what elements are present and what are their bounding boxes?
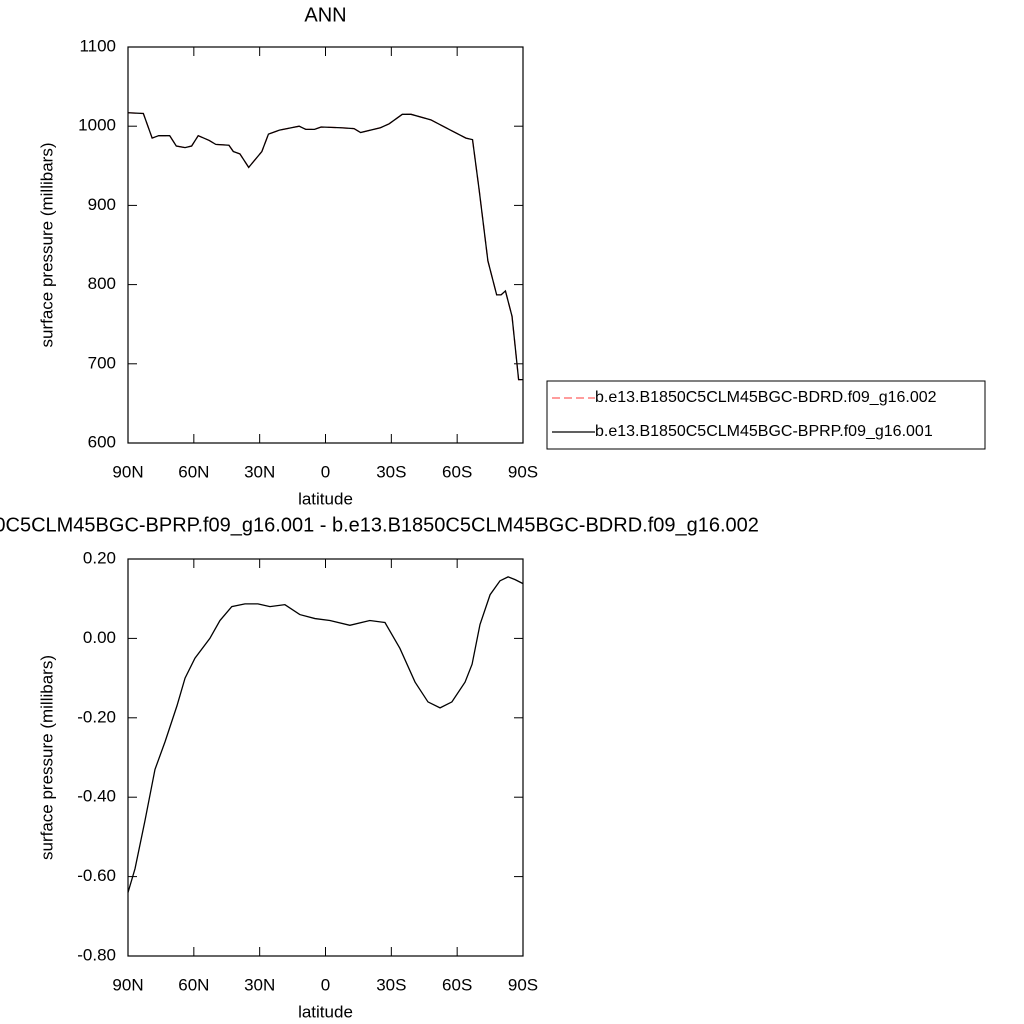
y-tick-label: 1100 bbox=[79, 36, 116, 55]
x-tick-label: 60N bbox=[178, 462, 209, 481]
x-tick-label: 60S bbox=[442, 975, 472, 994]
y-tick-label: 900 bbox=[88, 195, 116, 214]
data-line bbox=[127, 576, 524, 893]
legend-label: b.e13.B1850C5CLM45BGC-BPRP.f09_g16.001 bbox=[595, 423, 933, 440]
y-tick-label: 600 bbox=[88, 432, 116, 451]
y-axis-title: surface pressure (millibars) bbox=[37, 655, 56, 860]
y-tick-label: 700 bbox=[88, 353, 116, 372]
x-tick-label: 60N bbox=[178, 975, 209, 994]
x-tick-label: 30N bbox=[244, 462, 275, 481]
x-axis-title: latitude bbox=[298, 1002, 353, 1021]
y-tick-label: 800 bbox=[88, 274, 116, 293]
y-tick-label: -0.60 bbox=[77, 866, 116, 885]
x-tick-label: 90N bbox=[112, 462, 143, 481]
data-line bbox=[127, 112, 523, 381]
chart-title: b.e13.B1850C5CLM45BGC-BPRP.f09_g16.001 -… bbox=[0, 514, 759, 536]
x-tick-label: 60S bbox=[442, 462, 472, 481]
y-tick-label: -0.40 bbox=[77, 787, 116, 806]
legend-label: b.e13.B1850C5CLM45BGC-BDRD.f09_g16.002 bbox=[595, 389, 937, 406]
x-tick-label: 30S bbox=[376, 975, 406, 994]
x-tick-label: 0 bbox=[321, 975, 330, 994]
y-axis-title: surface pressure (millibars) bbox=[37, 143, 56, 348]
y-tick-label: -0.80 bbox=[77, 945, 116, 964]
x-tick-label: 30N bbox=[244, 975, 275, 994]
legend: b.e13.B1850C5CLM45BGC-BDRD.f09_g16.002 b.… bbox=[546, 380, 986, 450]
x-axis-title: latitude bbox=[298, 489, 353, 508]
x-tick-label: 0 bbox=[321, 462, 330, 481]
y-tick-label: 0.00 bbox=[83, 628, 116, 647]
plot-frame bbox=[127, 46, 524, 444]
y-tick-label: -0.20 bbox=[77, 707, 116, 726]
data-line bbox=[127, 112, 523, 381]
chart-title: ANN bbox=[304, 4, 346, 26]
x-tick-label: 90S bbox=[508, 462, 538, 481]
x-tick-label: 90N bbox=[112, 975, 143, 994]
x-tick-label: 90S bbox=[508, 975, 538, 994]
x-tick-label: 30S bbox=[376, 462, 406, 481]
y-tick-label: 1000 bbox=[78, 116, 116, 135]
legend-box bbox=[546, 380, 986, 450]
plot-frame bbox=[127, 558, 524, 957]
y-tick-label: 0.20 bbox=[83, 548, 116, 567]
